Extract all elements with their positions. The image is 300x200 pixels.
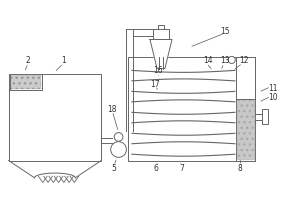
Text: 8: 8 [238,164,243,173]
Text: 15: 15 [220,27,230,36]
Bar [262,109,268,124]
Circle shape [114,133,123,141]
Polygon shape [9,161,101,178]
Bar [10,98,100,159]
Text: 18: 18 [107,105,117,114]
Text: 6: 6 [154,164,159,173]
Text: 5: 5 [111,164,116,173]
Text: 13: 13 [220,56,230,65]
Text: 10: 10 [268,93,278,102]
Text: 12: 12 [239,56,249,65]
Text: 14: 14 [203,56,213,65]
Bar [130,58,235,159]
Circle shape [228,56,235,63]
Bar [128,57,255,161]
Bar [11,75,41,89]
Text: 1: 1 [61,56,66,65]
Bar [10,74,42,90]
Bar [9,74,101,161]
Bar [158,25,164,29]
Text: 16: 16 [153,66,163,75]
Circle shape [111,142,126,157]
Bar [237,100,254,160]
Text: 17: 17 [150,80,160,89]
Text: 7: 7 [179,164,184,173]
Bar [153,29,169,39]
Bar [236,57,255,161]
Text: 11: 11 [268,84,277,93]
Text: 2: 2 [26,56,31,65]
Polygon shape [150,39,172,69]
